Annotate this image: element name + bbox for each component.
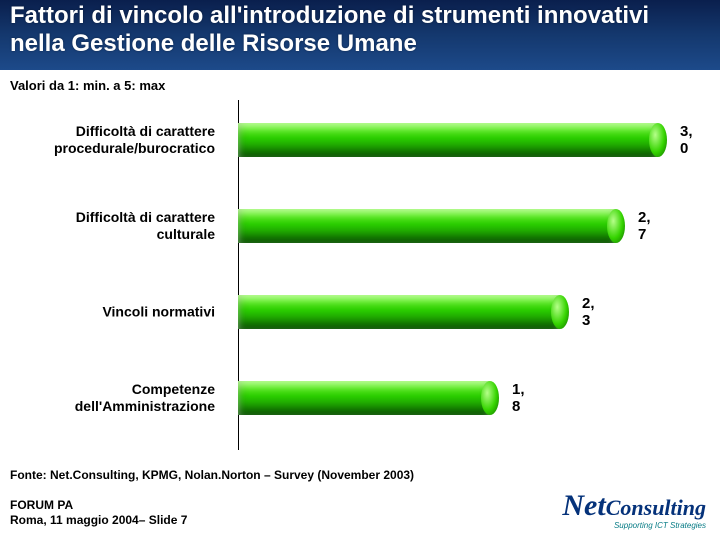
title-band: Fattori di vincolo all'introduzione di s… bbox=[0, 0, 720, 70]
company-logo: NetConsulting Supporting ICT Strategies bbox=[562, 492, 706, 530]
logo-tagline: Supporting ICT Strategies bbox=[562, 521, 706, 530]
bar-cap bbox=[481, 381, 499, 415]
footer: FORUM PA Roma, 11 maggio 2004– Slide 7 bbox=[10, 498, 187, 528]
bar-chart: Difficoltà di carattere procedurale/buro… bbox=[0, 100, 720, 450]
bar: 3, 0 bbox=[238, 123, 658, 157]
bar-value-label: 2, 7 bbox=[638, 209, 651, 243]
bar-body bbox=[238, 209, 616, 243]
bar-category-label: Difficoltà di carattere procedurale/buro… bbox=[0, 123, 225, 157]
bar-row: Difficoltà di carattere culturale 2, 7 bbox=[0, 196, 700, 256]
bar-body bbox=[238, 381, 490, 415]
bar-cap bbox=[649, 123, 667, 157]
bar: 2, 3 bbox=[238, 295, 560, 329]
bar-body bbox=[238, 295, 560, 329]
bar-cap bbox=[551, 295, 569, 329]
bar: 1, 8 bbox=[238, 381, 490, 415]
logo-text: NetConsulting bbox=[562, 492, 706, 519]
bar-body bbox=[238, 123, 658, 157]
bar-row: Competenze dell'Amministrazione 1, 8 bbox=[0, 368, 700, 428]
bar-category-label: Competenze dell'Amministrazione bbox=[0, 381, 225, 415]
bar-row: Difficoltà di carattere procedurale/buro… bbox=[0, 110, 700, 170]
bar-cap bbox=[607, 209, 625, 243]
bar-value-label: 2, 3 bbox=[582, 295, 595, 329]
bar-value-label: 1, 8 bbox=[512, 381, 525, 415]
bar-category-label: Vincoli normativi bbox=[0, 304, 225, 321]
bar-row: Vincoli normativi 2, 3 bbox=[0, 282, 700, 342]
bar: 2, 7 bbox=[238, 209, 616, 243]
chart-subtitle: Valori da 1: min. a 5: max bbox=[10, 78, 165, 93]
footer-event: FORUM PA bbox=[10, 498, 187, 513]
source-citation: Fonte: Net.Consulting, KPMG, Nolan.Norto… bbox=[10, 468, 414, 482]
footer-date-slide: Roma, 11 maggio 2004– Slide 7 bbox=[10, 513, 187, 528]
page-title: Fattori di vincolo all'introduzione di s… bbox=[10, 2, 710, 57]
bar-value-label: 3, 0 bbox=[680, 123, 693, 157]
bar-category-label: Difficoltà di carattere culturale bbox=[0, 209, 225, 243]
